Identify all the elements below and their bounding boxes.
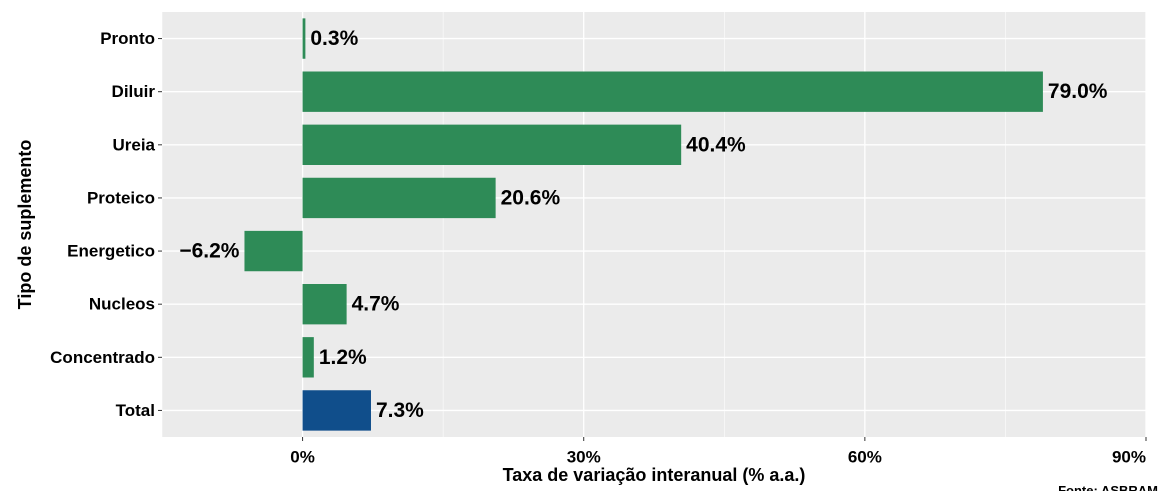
data-label: 1.2% — [319, 346, 367, 369]
caption-source: Fonte: ASBRAM — [1058, 483, 1158, 491]
y-tick-label: Energetico — [67, 242, 155, 261]
x-tick-label: 0% — [290, 448, 315, 467]
data-label: −6.2% — [179, 240, 239, 263]
data-label: 4.7% — [352, 293, 400, 316]
x-axis-title: Taxa de variação interanual (% a.a.) — [503, 465, 806, 485]
bar-total — [302, 390, 371, 431]
bar-energetico — [244, 230, 303, 272]
data-label: 7.3% — [376, 399, 424, 422]
bars — [244, 18, 1043, 431]
y-axis-title: Tipo de suplemento — [15, 140, 35, 310]
x-tick-label: 90% — [1112, 448, 1146, 467]
bar-labels: 0.3% 79.0% 40.4% 20.6% −6.2% 4.7% 1.2% 7.3% — [179, 27, 1107, 422]
bar-pronto — [302, 18, 306, 59]
bar-nucleos — [302, 284, 347, 325]
y-tick-label: Total — [116, 401, 155, 420]
y-tick-label: Proteico — [87, 188, 155, 207]
bar-ureia — [302, 124, 682, 165]
y-tick-label: Pronto — [100, 29, 155, 48]
y-tick-label: Nucleos — [89, 295, 155, 314]
y-tick-label: Ureia — [112, 135, 155, 154]
y-axis: Pronto Diluir Ureia Proteico Energetico Nucle… — [50, 29, 162, 420]
x-tick-label: 30% — [567, 448, 601, 467]
x-axis: 0% 30% 60% 90% — [290, 437, 1147, 467]
data-label: 20.6% — [501, 186, 561, 209]
bar-concentrado — [302, 337, 314, 378]
y-tick-label: Concentrado — [50, 348, 155, 367]
x-tick-label: 60% — [848, 448, 882, 467]
y-tick-label: Diluir — [112, 82, 156, 101]
data-label: 79.0% — [1048, 80, 1108, 103]
bar-proteico — [302, 177, 496, 219]
data-label: 40.4% — [686, 133, 746, 156]
bar-diluir — [302, 71, 1043, 112]
data-label: 0.3% — [310, 27, 358, 50]
